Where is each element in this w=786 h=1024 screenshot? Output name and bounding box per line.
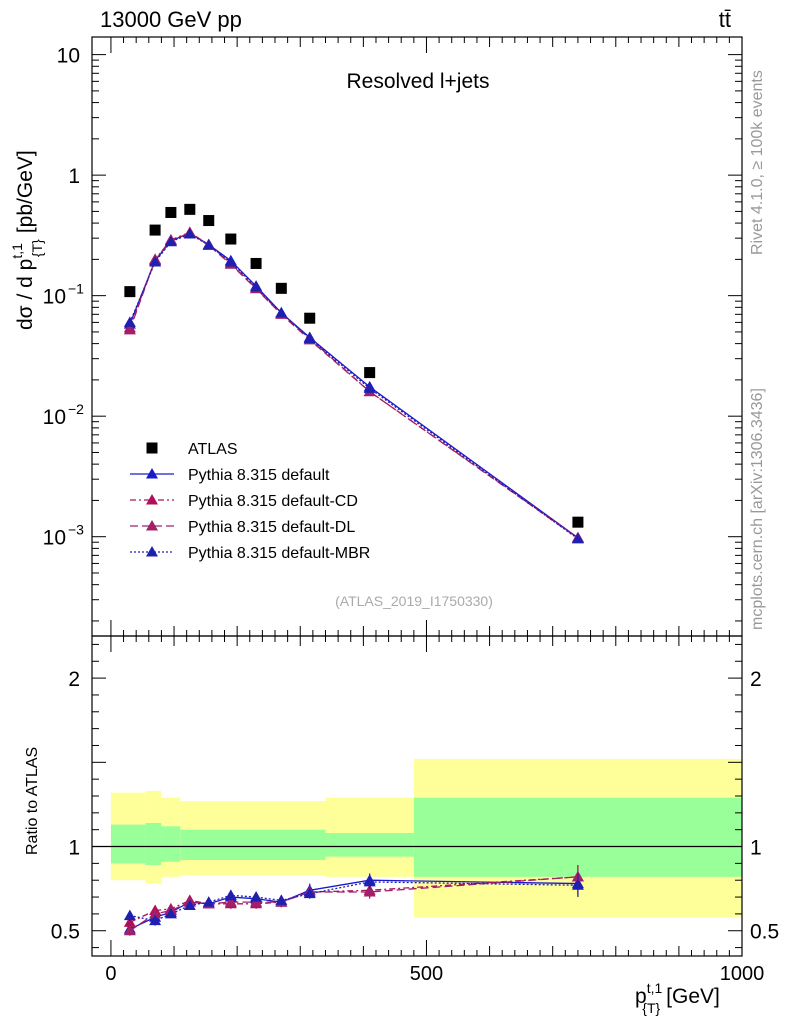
atlas-data-point	[149, 224, 161, 236]
xtick-label: 500	[410, 963, 443, 985]
ratio-data-point	[250, 891, 263, 902]
main-ytick-label: 1	[68, 165, 80, 188]
main-series-line	[129, 231, 579, 539]
ratio-data-point	[363, 886, 376, 897]
ratio-data-point	[224, 889, 237, 900]
analysis-id: (ATLAS_2019_I1750330)	[335, 593, 493, 609]
ratio-data-point	[275, 894, 288, 905]
atlas-data-point	[203, 215, 215, 227]
legend-marker	[146, 494, 158, 505]
atlas-data-point	[275, 282, 287, 294]
legend-marker	[146, 546, 158, 557]
ratio-data-point	[123, 924, 136, 936]
ratio-data-point	[123, 909, 136, 921]
xtick-label: 0	[105, 963, 116, 985]
legend-marker-atlas	[146, 442, 158, 454]
main-ytick-exp: −1	[68, 281, 84, 297]
mc-data-point	[224, 256, 237, 267]
ratio-data-point	[363, 875, 376, 887]
xtick-label: 1000	[720, 963, 765, 985]
main-ytick-label: 10	[43, 406, 66, 429]
ratio-band-inner	[180, 829, 326, 860]
ratio-band-inner	[325, 833, 414, 857]
ratio-ytick-label: 0.5	[51, 921, 80, 944]
atlas-data-point	[250, 257, 262, 269]
xlabel: pt,1 {T} [GeV]	[635, 980, 720, 1016]
mc-data-point	[571, 532, 584, 544]
atlas-data-point	[364, 367, 376, 379]
ratio-ylabel: Ratio to ATLAS	[24, 747, 41, 855]
mc-data-point	[123, 316, 136, 327]
main-ylabel: dσ / d pt,1 {T}[pb/GeV]	[9, 150, 45, 330]
legend-label: Pythia 8.315 default-MBR	[188, 545, 370, 562]
rivet-label: Rivet 4.1.0, ≥ 100k events	[749, 70, 766, 255]
mc-data-point	[303, 332, 316, 344]
mc-data-point	[250, 280, 263, 292]
ratio-ytick-label-right: 0.5	[750, 921, 779, 944]
ratio-data-point	[202, 896, 215, 907]
ratio-data-point	[303, 887, 316, 899]
ratio-data-point	[224, 896, 237, 907]
mc-data-point	[123, 323, 136, 335]
ratio-band-inner	[145, 822, 162, 866]
ratio-band-inner	[413, 797, 742, 877]
mcplots-label: mcplots.cern.ch [arXiv:1306.3436]	[749, 388, 766, 630]
ratio-ytick-label-right: 1	[750, 837, 762, 860]
legend: ATLAS Pythia 8.315 default Pythia 8.315 de…	[130, 441, 370, 562]
main-ytick-label: 10	[57, 45, 80, 68]
ratio-ytick-label: 1	[68, 837, 80, 860]
ratio-panel: 0 500 1000 0.5 0.5 1 1 2 2	[51, 635, 779, 985]
ratio-data-point	[571, 879, 584, 890]
mc-data-point	[183, 227, 196, 239]
main-ytick-label: 10	[43, 286, 66, 309]
process-label: tt̄	[719, 7, 731, 32]
main-ytick-exp: −3	[68, 522, 84, 538]
energy-label: 13000 GeV pp	[100, 7, 242, 32]
legend-marker	[146, 520, 158, 531]
atlas-data-point	[304, 312, 316, 324]
legend-label: Pythia 8.315 default-DL	[188, 519, 355, 536]
mc-data-point	[164, 235, 177, 247]
main-ytick-label: 10	[43, 527, 66, 550]
atlas-data-point	[184, 203, 196, 215]
atlas-data-point	[572, 516, 584, 528]
ratio-data-point	[149, 907, 162, 919]
ratio-data-point	[183, 899, 196, 910]
atlas-data-point	[165, 206, 177, 218]
mc-data-point	[363, 382, 376, 393]
plot-title: Resolved l+jets	[347, 70, 490, 93]
legend-label: ATLAS	[188, 441, 238, 458]
ratio-ytick-label-right: 2	[750, 668, 762, 691]
ratio-ytick-label: 2	[68, 668, 80, 691]
mc-data-point	[275, 306, 288, 318]
ratio-data-point	[164, 907, 177, 919]
ratio-band-inner	[110, 824, 146, 864]
atlas-data-point	[124, 286, 136, 298]
ratio-data-point	[149, 914, 162, 926]
atlas-data-point	[225, 233, 237, 245]
mc-data-point	[202, 239, 215, 250]
ratio-data-point	[123, 916, 136, 927]
main-ytick-exp: −2	[68, 401, 84, 417]
legend-label: Pythia 8.315 default	[188, 467, 330, 484]
ratio-band-inner	[161, 826, 181, 862]
mc-data-point	[149, 256, 162, 267]
legend-marker	[146, 468, 158, 479]
legend-label: Pythia 8.315 default-CD	[188, 493, 358, 510]
